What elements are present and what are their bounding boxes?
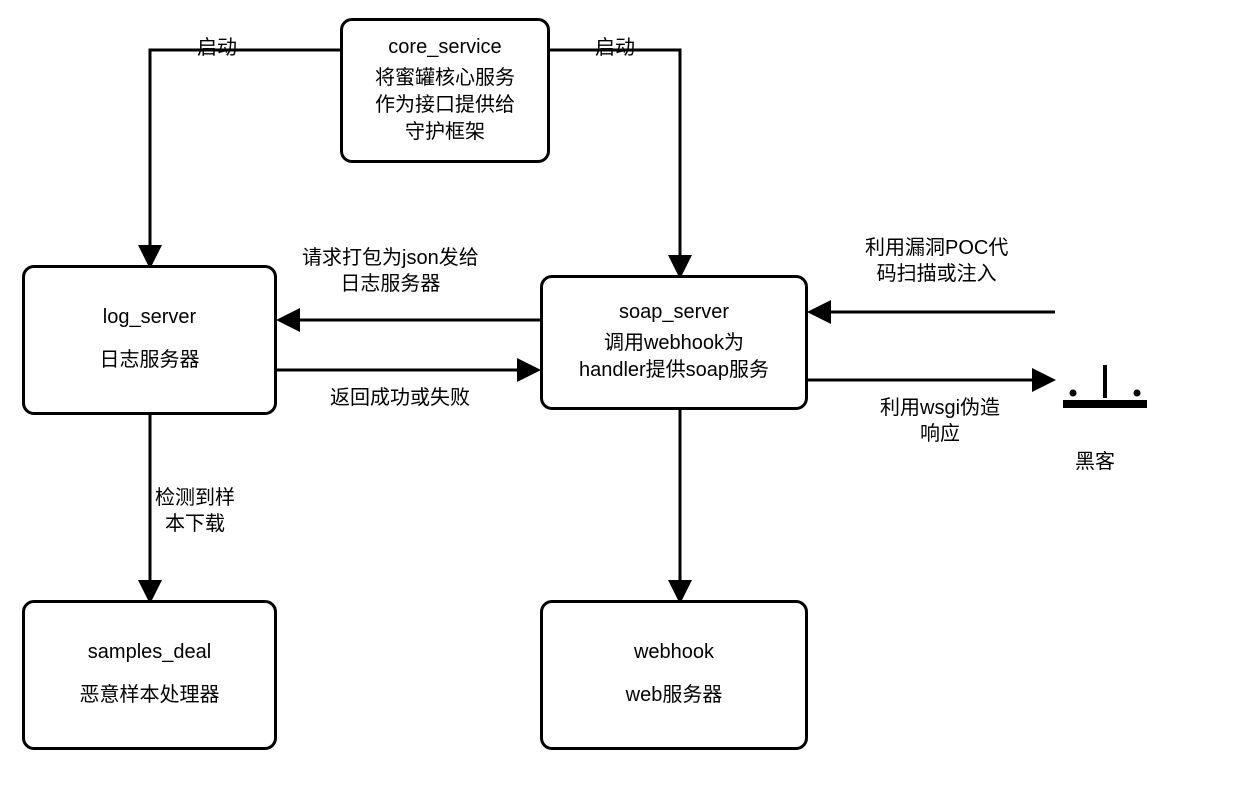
node-samples-deal: samples_deal 恶意样本处理器 [22, 600, 277, 750]
edge-label-hacker-to-soap: 利用漏洞POC代 码扫描或注入 [865, 235, 1008, 287]
node-title: log_server [103, 306, 196, 329]
node-title: webhook [634, 641, 714, 664]
node-soap-server: soap_server 调用webhook为 handler提供soap服务 [540, 275, 808, 410]
node-desc: web服务器 [626, 682, 723, 709]
node-desc: 日志服务器 [100, 347, 200, 374]
node-core-service: core_service 将蜜罐核心服务 作为接口提供给 守护框架 [340, 18, 550, 163]
node-title: samples_deal [88, 641, 211, 664]
node-title: core_service [388, 36, 501, 59]
edge-label-soap-to-hacker: 利用wsgi伪造 响应 [880, 395, 1000, 447]
node-desc: 恶意样本处理器 [80, 682, 220, 709]
hacker-icon [1060, 280, 1150, 440]
node-log-server: log_server 日志服务器 [22, 265, 277, 415]
edge-label-soap-to-log: 请求打包为json发给 日志服务器 [302, 245, 479, 297]
node-title: soap_server [619, 301, 729, 324]
edge-label-log-to-samples: 检测到样 本下载 [155, 485, 235, 537]
flowchart-diagram: core_service 将蜜罐核心服务 作为接口提供给 守护框架 log_se… [0, 0, 1239, 788]
edge-label-core-to-log: 启动 [197, 35, 237, 61]
node-desc: 将蜜罐核心服务 作为接口提供给 守护框架 [375, 65, 515, 146]
node-desc: 调用webhook为 handler提供soap服务 [579, 330, 769, 384]
node-webhook: webhook web服务器 [540, 600, 808, 750]
edge-label-log-to-soap: 返回成功或失败 [330, 385, 470, 411]
edge-label-core-to-soap: 启动 [595, 35, 635, 61]
hacker-label: 黑客 [1075, 445, 1115, 474]
